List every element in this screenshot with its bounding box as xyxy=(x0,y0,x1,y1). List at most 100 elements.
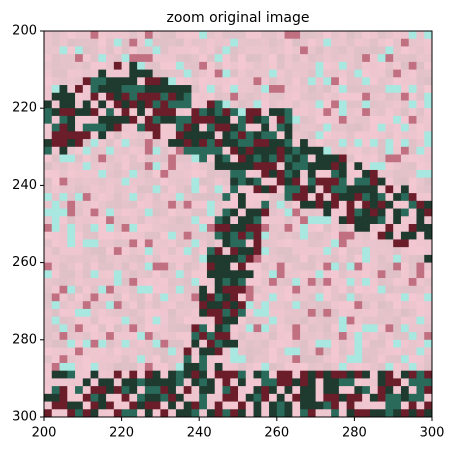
image-pixel xyxy=(393,316,402,325)
image-pixel xyxy=(300,193,309,202)
image-pixel xyxy=(424,200,433,210)
image-pixel xyxy=(222,362,231,372)
image-pixel xyxy=(59,239,68,248)
image-pixel xyxy=(51,92,61,101)
image-pixel xyxy=(238,347,247,356)
image-pixel xyxy=(408,169,417,179)
image-pixel xyxy=(245,115,255,125)
image-pixel xyxy=(183,362,192,372)
image-pixel xyxy=(338,193,348,202)
image-pixel xyxy=(222,316,231,325)
image-pixel xyxy=(362,386,371,395)
image-pixel xyxy=(276,169,286,179)
image-pixel xyxy=(416,239,425,248)
image-pixel xyxy=(354,69,363,78)
image-pixel xyxy=(129,46,138,55)
image-pixel xyxy=(230,162,239,171)
image-pixel xyxy=(230,85,239,94)
image-pixel xyxy=(144,393,154,403)
image-pixel xyxy=(261,324,270,333)
image-pixel xyxy=(292,254,301,264)
image-pixel xyxy=(206,247,216,256)
image-pixel xyxy=(82,54,92,63)
image-pixel xyxy=(338,393,348,403)
image-pixel xyxy=(269,378,278,387)
image-pixel xyxy=(144,162,154,171)
image-pixel xyxy=(416,224,425,233)
image-pixel xyxy=(354,247,363,256)
image-pixel xyxy=(183,254,192,264)
image-pixel xyxy=(253,216,262,225)
image-pixel xyxy=(113,270,123,279)
image-pixel xyxy=(276,362,286,372)
image-pixel xyxy=(214,224,223,233)
image-pixel xyxy=(152,208,161,217)
image-pixel xyxy=(377,169,386,179)
image-pixel xyxy=(416,208,425,217)
image-pixel xyxy=(90,162,99,171)
image-pixel xyxy=(416,131,425,140)
image-pixel xyxy=(331,31,340,40)
image-pixel xyxy=(385,31,394,40)
image-pixel xyxy=(144,54,154,63)
image-pixel xyxy=(331,185,340,194)
image-pixel xyxy=(331,85,340,94)
image-pixel xyxy=(362,247,371,256)
image-pixel xyxy=(338,324,348,333)
image-pixel xyxy=(129,208,138,217)
image-pixel xyxy=(393,270,402,279)
image-pixel xyxy=(67,208,76,217)
image-pixel xyxy=(238,123,247,132)
image-pixel xyxy=(137,193,146,202)
image-pixel xyxy=(183,154,192,163)
image-pixel xyxy=(129,239,138,248)
image-pixel xyxy=(222,200,231,210)
image-pixel xyxy=(377,200,386,210)
image-pixel xyxy=(129,285,138,294)
image-pixel xyxy=(121,85,130,94)
image-pixel xyxy=(59,146,68,156)
image-pixel xyxy=(98,332,107,341)
image-pixel xyxy=(144,378,154,387)
image-pixel xyxy=(230,146,239,156)
image-pixel xyxy=(59,347,68,356)
image-pixel xyxy=(214,216,223,225)
image-pixel xyxy=(59,401,68,410)
image-pixel xyxy=(393,370,402,379)
image-pixel xyxy=(222,254,231,264)
image-pixel xyxy=(416,316,425,325)
image-pixel xyxy=(284,278,293,287)
image-pixel xyxy=(82,378,92,387)
image-pixel xyxy=(82,108,92,117)
image-pixel xyxy=(206,378,216,387)
image-pixel xyxy=(168,69,177,78)
image-pixel xyxy=(323,231,332,240)
image-pixel xyxy=(393,393,402,403)
image-pixel xyxy=(214,154,223,163)
image-pixel xyxy=(276,146,286,156)
image-pixel xyxy=(144,362,154,372)
image-pixel xyxy=(338,278,348,287)
image-pixel xyxy=(393,31,402,40)
image-pixel xyxy=(307,393,317,403)
image-pixel xyxy=(183,185,192,194)
image-pixel xyxy=(113,154,123,163)
image-pixel xyxy=(137,31,146,40)
image-pixel xyxy=(183,216,192,225)
image-pixel xyxy=(284,100,293,109)
image-pixel xyxy=(292,208,301,217)
image-pixel xyxy=(323,370,332,379)
image-pixel xyxy=(331,162,340,171)
image-pixel xyxy=(137,301,146,310)
image-pixel xyxy=(238,324,247,333)
image-pixel xyxy=(292,123,301,132)
image-pixel xyxy=(245,262,255,271)
image-pixel xyxy=(175,278,185,287)
image-pixel xyxy=(75,332,84,341)
image-pixel xyxy=(300,85,309,94)
image-pixel xyxy=(346,339,355,349)
image-pixel xyxy=(393,409,402,418)
image-pixel xyxy=(160,401,169,410)
image-pixel xyxy=(67,254,76,264)
image-pixel xyxy=(206,38,216,47)
